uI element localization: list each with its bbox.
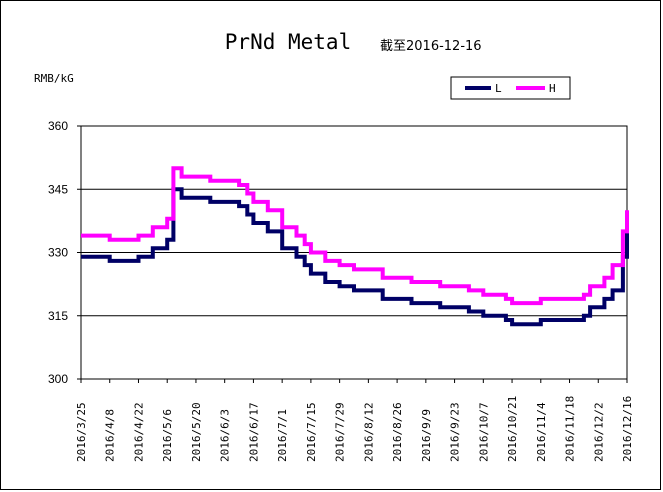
- y-tick-label: 345: [48, 182, 68, 196]
- y-tick-label: 360: [48, 119, 68, 133]
- legend: L H: [450, 76, 571, 100]
- x-tick-label: 2016/5/6: [161, 409, 174, 462]
- x-tick-label: 2016/10/7: [477, 402, 490, 462]
- x-tick-label: 2016/7/1: [276, 409, 289, 462]
- x-tick-label: 2016/8/26: [391, 402, 404, 462]
- x-tick-label: 2016/7/29: [334, 402, 347, 462]
- x-tick-label: 2016/5/20: [190, 402, 203, 462]
- chart-subtitle: 截至2016-12-16: [380, 39, 482, 54]
- series-line-L: [81, 187, 629, 327]
- y-tick-label: 315: [48, 309, 68, 323]
- y-tick-label: 300: [48, 372, 68, 386]
- x-tick-label: 2016/8/12: [362, 402, 375, 462]
- x-tick-label: 2016/12/2: [592, 402, 605, 462]
- plot-area: 300 315 330 345 360 2016/3/25 2016/4/8 2016/4/2…: [48, 119, 634, 462]
- x-tick-label: 2016/4/8: [104, 409, 117, 462]
- chart-title: PrNd Metal: [225, 30, 351, 54]
- x-tick-label: 2016/7/15: [305, 402, 318, 462]
- x-tick-label: 2016/11/18: [564, 396, 577, 462]
- x-tick-label: 2016/9/9: [420, 409, 433, 462]
- x-tick-label: 2016/10/21: [506, 396, 519, 462]
- x-tick-label: 2016/11/4: [535, 402, 548, 462]
- x-tick-label: 2016/12/16: [621, 396, 634, 462]
- x-tick-label: 2016/6/17: [247, 402, 260, 462]
- x-tick-label: 2016/6/3: [219, 409, 232, 462]
- x-tick-label: 2016/3/25: [75, 402, 88, 462]
- legend-label-L: L: [495, 82, 502, 95]
- y-tick-label: 330: [48, 246, 68, 260]
- legend-box: [450, 76, 571, 100]
- series-line-H: [81, 166, 629, 306]
- y-axis-unit-label: RMB/kG: [34, 72, 74, 85]
- x-tick-label: 2016/9/23: [449, 402, 462, 462]
- x-tick-label: 2016/4/22: [132, 402, 145, 462]
- legend-label-H: H: [549, 82, 556, 95]
